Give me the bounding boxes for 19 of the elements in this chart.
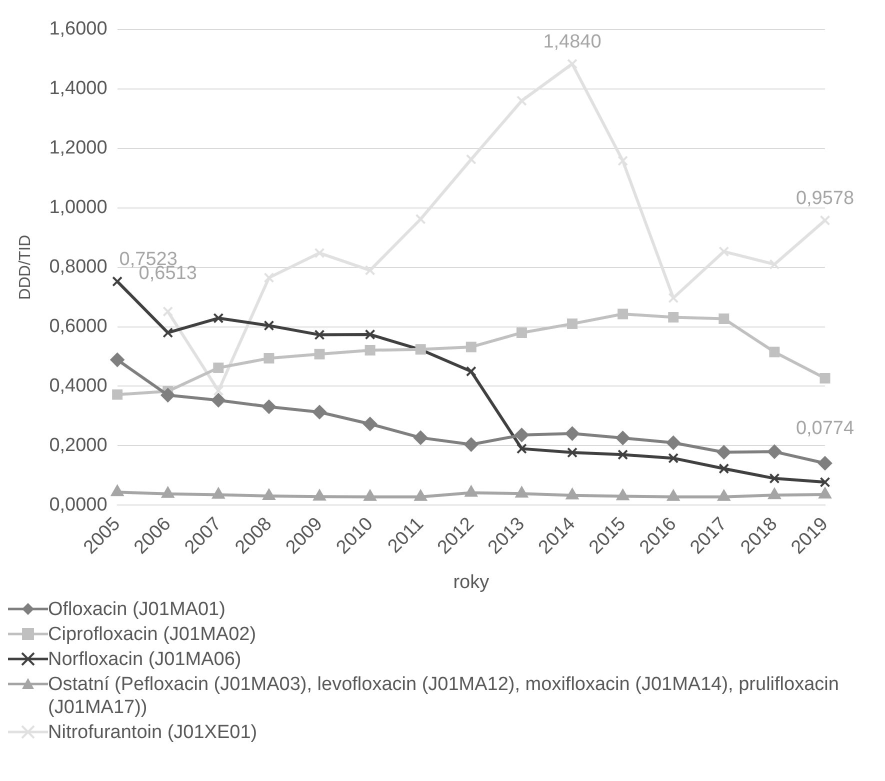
data-label: 0,9578 [796, 188, 854, 210]
data-label: 0,0774 [796, 418, 854, 439]
legend-label: Ofloxacin (J01MA01) [48, 598, 226, 621]
x-axis-title: roky [453, 572, 490, 593]
y-tick-label: 0,2000 [49, 434, 108, 456]
data-label: 1,4840 [543, 32, 602, 53]
y-tick-label: 0,4000 [49, 375, 108, 396]
y-tick-label: 1,6000 [49, 18, 108, 40]
y-tick-label: 0,8000 [49, 256, 108, 278]
y-tick-label: 0,0000 [49, 494, 108, 516]
legend-label: Nitrofurantoin (J01XE01) [48, 721, 258, 744]
y-tick-label: 1,4000 [49, 78, 108, 100]
legend-label: Ostatní (Pefloxacin (J01MA03), levofloxacin (J01MA12), moxifloxacin (J01MA14), prulifloxacin (J01MA17)) [48, 673, 840, 719]
y-tick-label: 1,0000 [49, 197, 108, 218]
legend-label: Ciprofloxacin (J01MA02) [48, 623, 256, 646]
legend-label: Norfloxacin (J01MA06) [48, 648, 242, 671]
y-tick-label: 0,6000 [49, 316, 108, 338]
y-tick-label: 1,2000 [49, 138, 108, 159]
y-axis-title: DDD/TID [17, 234, 34, 300]
